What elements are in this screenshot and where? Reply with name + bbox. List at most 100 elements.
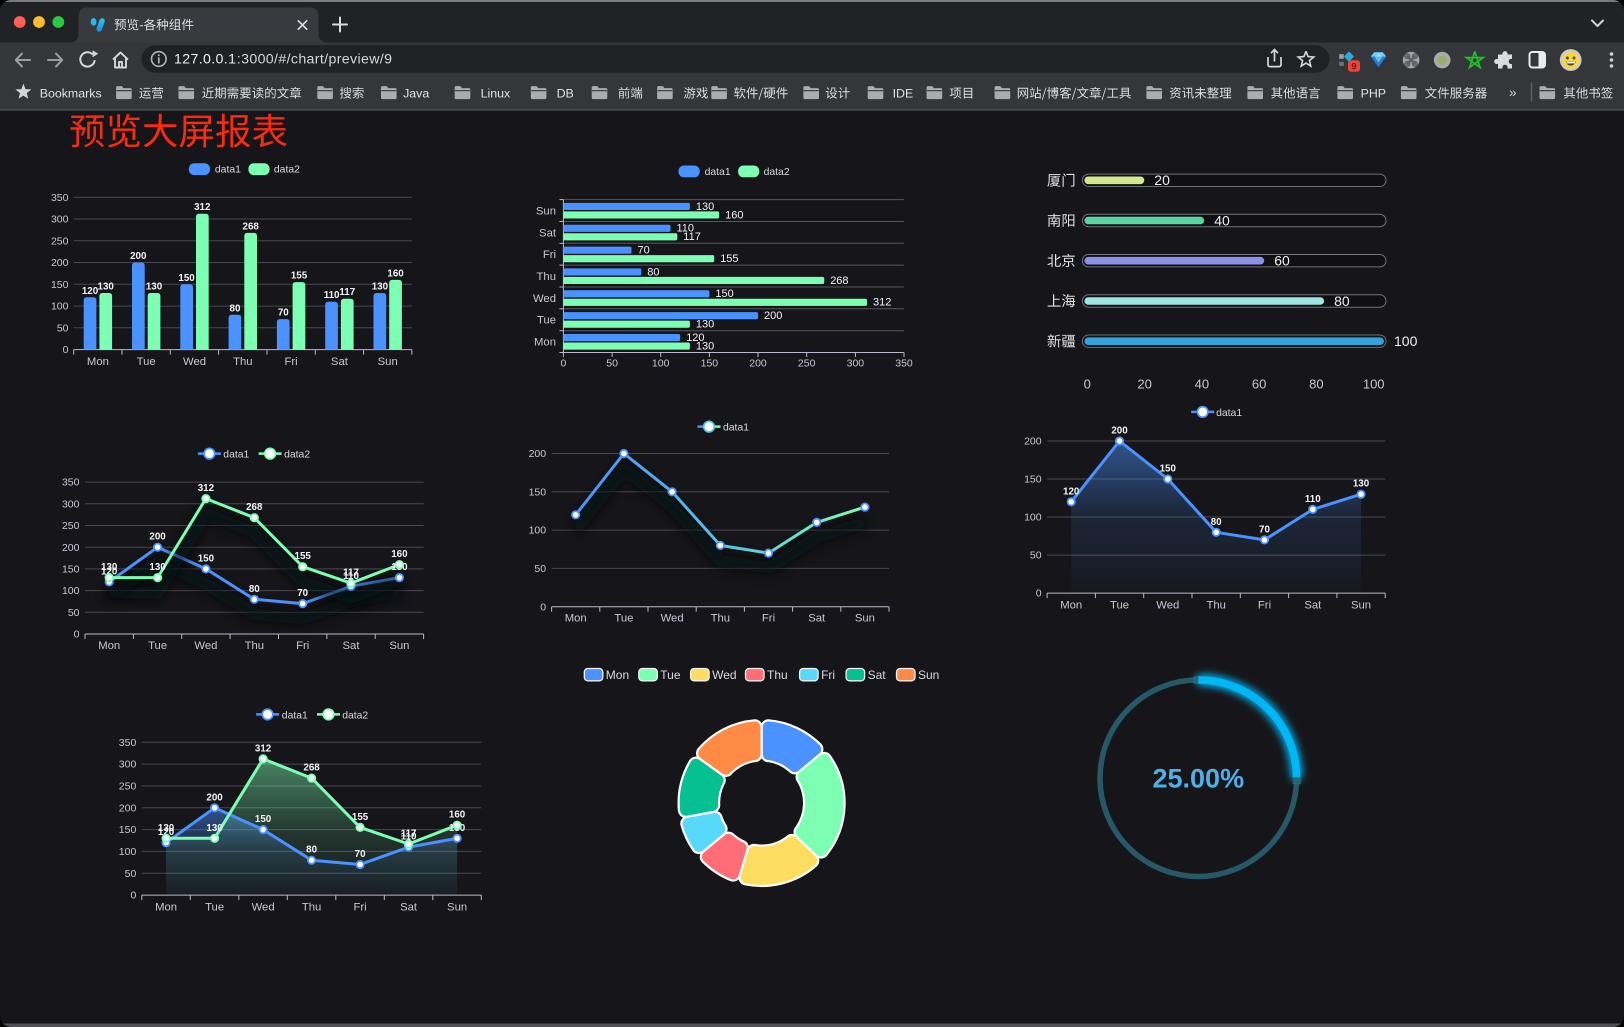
svg-text:Sat: Sat: [868, 668, 887, 682]
svg-text:200: 200: [51, 257, 69, 269]
svg-text:200: 200: [206, 792, 223, 803]
svg-text:data2: data2: [764, 167, 790, 178]
svg-text:150: 150: [119, 824, 137, 836]
svg-text:25.00%: 25.00%: [1153, 764, 1245, 794]
svg-text:Tue: Tue: [614, 613, 633, 625]
svg-text:350: 350: [51, 192, 69, 204]
svg-text:120: 120: [158, 827, 175, 838]
svg-text:150: 150: [62, 564, 80, 576]
svg-text:312: 312: [873, 297, 891, 309]
svg-text:155: 155: [291, 271, 308, 282]
svg-text:200: 200: [149, 532, 166, 543]
svg-text:312: 312: [194, 202, 211, 213]
svg-text:Fri: Fri: [543, 249, 556, 261]
svg-text:100: 100: [1363, 377, 1385, 392]
svg-text:130: 130: [101, 562, 118, 573]
svg-text:data1: data1: [705, 167, 731, 178]
svg-text:160: 160: [387, 268, 404, 279]
svg-text:Thu: Thu: [767, 668, 788, 682]
svg-text:Fri: Fri: [762, 613, 775, 625]
svg-text:130: 130: [696, 319, 714, 331]
svg-text:150: 150: [51, 279, 69, 291]
svg-text:127.0.0.1: 127.0.0.1: [174, 52, 236, 68]
svg-text:160: 160: [391, 549, 408, 560]
svg-text:200: 200: [119, 802, 137, 814]
svg-text:130: 130: [98, 282, 115, 293]
svg-text:0: 0: [1084, 377, 1091, 392]
svg-text:Wed: Wed: [183, 356, 206, 368]
svg-text:Sun: Sun: [918, 668, 939, 682]
svg-text:data1: data1: [223, 450, 249, 461]
svg-text:Sun: Sun: [536, 206, 556, 218]
svg-text:117: 117: [339, 287, 355, 298]
svg-text:268: 268: [243, 221, 260, 232]
svg-text:Mon: Mon: [155, 902, 177, 914]
svg-text:Thu: Thu: [711, 613, 730, 625]
svg-text:200: 200: [1111, 426, 1128, 437]
svg-text:Wed: Wed: [194, 640, 217, 652]
svg-text:data2: data2: [342, 710, 368, 721]
svg-text:Sat: Sat: [539, 227, 557, 239]
svg-text:350: 350: [119, 737, 137, 749]
svg-text:130: 130: [158, 823, 175, 834]
svg-text:250: 250: [798, 358, 816, 370]
svg-text:150: 150: [1160, 464, 1177, 475]
svg-text:200: 200: [62, 542, 80, 554]
svg-text:50: 50: [68, 607, 80, 619]
svg-text:300: 300: [119, 759, 137, 771]
svg-text:data2: data2: [274, 165, 300, 176]
svg-text:50: 50: [57, 322, 69, 334]
svg-text:150: 150: [529, 486, 547, 498]
svg-text:Mon: Mon: [1060, 599, 1082, 611]
svg-text:0: 0: [63, 344, 69, 356]
svg-text:Sat: Sat: [1304, 599, 1322, 611]
svg-text:160: 160: [725, 209, 743, 221]
svg-text:Mon: Mon: [606, 668, 629, 682]
svg-text:70: 70: [638, 245, 650, 257]
svg-text:110: 110: [677, 223, 695, 235]
svg-text:150: 150: [715, 288, 733, 300]
svg-text:80: 80: [1211, 517, 1222, 528]
svg-text:300: 300: [62, 498, 80, 510]
svg-text:100: 100: [1024, 512, 1042, 524]
svg-text::3000/#/chart/preview/9: :3000/#/chart/preview/9: [237, 52, 393, 68]
svg-text:Wed: Wed: [712, 668, 736, 682]
svg-text:Tue: Tue: [148, 640, 167, 652]
svg-text:data1: data1: [282, 710, 308, 721]
svg-text:268: 268: [303, 763, 320, 774]
svg-text:312: 312: [255, 743, 272, 754]
svg-text:155: 155: [295, 551, 312, 562]
svg-text:Mon: Mon: [87, 356, 109, 368]
svg-text:Mon: Mon: [534, 337, 556, 349]
svg-text:Bookmarks: Bookmarks: [40, 86, 102, 100]
svg-text:Sat: Sat: [808, 613, 826, 625]
svg-text:70: 70: [278, 308, 289, 319]
svg-text:Wed: Wed: [252, 902, 275, 914]
svg-text:155: 155: [352, 812, 369, 823]
svg-text:Java: Java: [403, 86, 429, 100]
svg-text:Tue: Tue: [1110, 599, 1129, 611]
svg-text:130: 130: [696, 201, 714, 213]
svg-text:120: 120: [686, 332, 704, 344]
svg-text:Tue: Tue: [660, 668, 681, 682]
svg-text:250: 250: [62, 520, 80, 532]
svg-text:100: 100: [62, 585, 80, 597]
svg-text:Wed: Wed: [1156, 599, 1179, 611]
svg-text:312: 312: [198, 483, 215, 494]
svg-text:50: 50: [125, 868, 137, 880]
svg-text:20: 20: [1154, 172, 1170, 188]
svg-text:200: 200: [764, 310, 782, 322]
svg-text:250: 250: [119, 781, 137, 793]
svg-text:50: 50: [534, 563, 546, 575]
svg-text:Thu: Thu: [245, 640, 264, 652]
svg-text:200: 200: [749, 358, 767, 370]
svg-text:0: 0: [560, 358, 566, 370]
svg-text:130: 130: [146, 282, 163, 293]
svg-text:150: 150: [701, 358, 719, 370]
svg-text:Thu: Thu: [537, 271, 556, 283]
svg-text:130: 130: [1353, 479, 1370, 490]
svg-text:0: 0: [540, 601, 546, 613]
svg-text:80: 80: [230, 303, 241, 314]
svg-text:130: 130: [696, 340, 714, 352]
svg-text:50: 50: [1030, 550, 1042, 562]
